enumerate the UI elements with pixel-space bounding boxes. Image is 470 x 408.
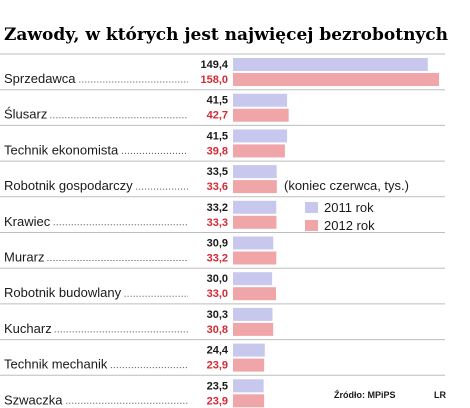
value-label-2012: 42,7 xyxy=(207,110,228,122)
category-label: Technik mechanik xyxy=(4,357,108,372)
bar-2011 xyxy=(233,236,274,250)
value-label-2011: 41,5 xyxy=(207,130,228,142)
legend-label-2012: 2012 rok xyxy=(324,218,375,233)
bar-2011 xyxy=(233,200,277,214)
bar-2012 xyxy=(233,358,265,372)
category-label: Ślusarz xyxy=(4,107,47,122)
value-label-2012: 33,2 xyxy=(207,253,228,265)
bar-2011 xyxy=(233,379,264,393)
bar-2012 xyxy=(233,394,265,408)
value-label-2011: 23,5 xyxy=(207,380,228,392)
chart-title: Zawody, w których jest najwięcej bezrobo… xyxy=(4,25,448,45)
legend-swatch-2012 xyxy=(305,220,318,231)
value-label-2011: 33,5 xyxy=(207,166,228,178)
bar-2011 xyxy=(233,58,428,71)
value-label-2012: 30,8 xyxy=(207,324,228,336)
category-label: Robotnik budowlany xyxy=(4,285,122,300)
bar-2012 xyxy=(233,144,285,158)
value-label-2012: 39,8 xyxy=(207,145,228,157)
value-label-2011: 149,4 xyxy=(200,59,228,71)
category-label: Krawiec xyxy=(4,214,51,229)
bar-2012 xyxy=(233,287,277,301)
bar-2011 xyxy=(233,129,288,143)
bar-2012 xyxy=(233,322,274,336)
value-label-2012: 23,9 xyxy=(207,395,228,407)
legend: 2011 rok 2012 rok xyxy=(305,200,375,233)
value-label-2011: 30,9 xyxy=(207,238,228,250)
value-label-2012: 158,0 xyxy=(200,74,228,86)
bar-2012 xyxy=(233,108,289,122)
bar-2011 xyxy=(233,343,265,357)
value-label-2012: 33,0 xyxy=(207,288,228,300)
value-label-2012: 33,6 xyxy=(207,181,228,193)
category-label: Kucharz xyxy=(4,321,52,336)
value-label-2012: 33,3 xyxy=(207,217,228,229)
value-label-2011: 30,0 xyxy=(207,273,228,285)
category-label: Szwaczka xyxy=(4,392,63,407)
bar-2012 xyxy=(233,180,277,194)
bar-2012 xyxy=(233,73,439,86)
bar-2012 xyxy=(233,215,277,229)
chart-subtitle: (koniec czerwca, tys.) xyxy=(284,178,409,193)
category-label: Technik ekonomista xyxy=(4,142,119,157)
bar-2011 xyxy=(233,272,273,286)
bar-2011 xyxy=(233,165,277,179)
bar-2011 xyxy=(233,307,273,321)
chart-source: Źródło: MPiPS xyxy=(334,390,396,400)
value-label-2011: 30,3 xyxy=(207,309,228,321)
legend-label-2011: 2011 rok xyxy=(324,200,374,215)
value-label-2011: 24,4 xyxy=(207,345,229,357)
value-label-2011: 41,5 xyxy=(207,95,228,107)
bar-2012 xyxy=(233,251,277,265)
chart-rows: 149,4 158,0 Sprzedawca 41,5 42,7 Ślusarz 41,5 3… xyxy=(0,53,445,408)
value-label-2012: 23,9 xyxy=(207,360,228,372)
value-label-2011: 33,2 xyxy=(207,202,228,214)
legend-swatch-2011 xyxy=(305,202,318,213)
chart-credit: LR xyxy=(434,390,446,400)
category-label: Sprzedawca xyxy=(4,71,76,86)
category-label: Robotnik gospodarczy xyxy=(4,178,133,193)
bar-2011 xyxy=(233,93,288,107)
category-label: Murarz xyxy=(4,250,44,265)
